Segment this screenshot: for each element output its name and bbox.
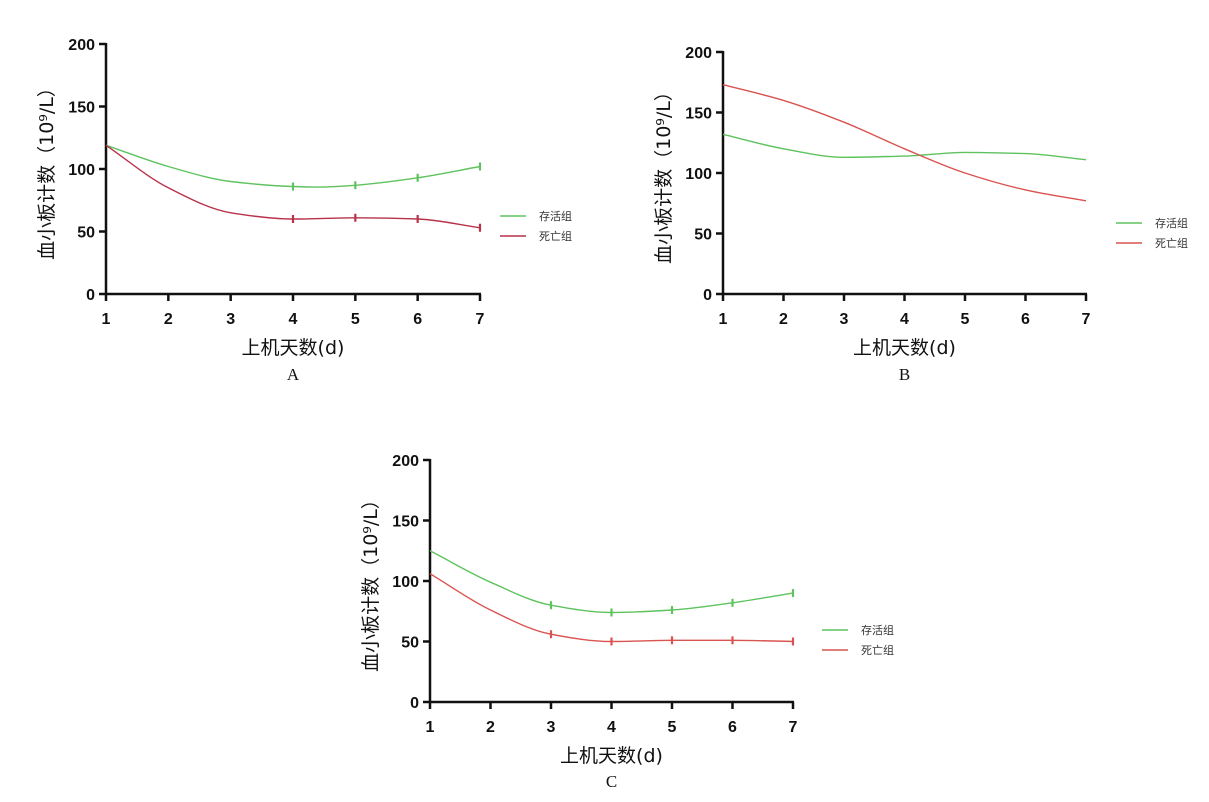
legend-label: 死亡组	[1155, 236, 1188, 250]
y-axis-title: 血小板计数（10⁹/L）	[653, 82, 675, 264]
x-tick-label: 5	[961, 311, 970, 328]
y-tick-label: 150	[685, 106, 712, 123]
y-tick-label: 100	[685, 166, 712, 183]
chart-panel-b: 0 50 100 150 200 1 2 3 4 5 6 7 上机天数(d) 血小板计数（10⁹/L） B 存…	[653, 45, 1188, 384]
x-tick-label: 1	[102, 311, 111, 328]
x-tick-label: 4	[607, 719, 616, 736]
y-tick-label: 50	[77, 225, 95, 242]
x-tick-label: 2	[486, 719, 495, 736]
x-tick-label: 1	[426, 719, 435, 736]
x-axis-title: 上机天数(d)	[853, 337, 956, 359]
series-line-1	[722, 84, 1087, 202]
y-axis-title: 血小板计数（10⁹/L）	[360, 490, 382, 672]
legend-label: 存活组	[861, 623, 894, 637]
y-tick-label: 50	[694, 227, 712, 244]
y-tick-label: 100	[392, 574, 419, 591]
x-tick-label: 3	[547, 719, 556, 736]
panel-letter: C	[606, 772, 617, 791]
x-tick-label: 7	[789, 719, 798, 736]
y-tick-label: 100	[68, 162, 95, 179]
x-tick-label: 3	[840, 311, 849, 328]
y-tick-label: 200	[392, 453, 419, 470]
panel-letter: B	[899, 365, 910, 384]
y-tick-label: 150	[392, 514, 419, 531]
x-axis-title: 上机天数(d)	[242, 337, 345, 359]
x-tick-label: 6	[413, 311, 422, 328]
y-tick-label: 0	[86, 287, 95, 304]
legend-label: 死亡组	[861, 643, 894, 657]
chart-panel-c: 0 50 100 150 200 1 2 3 4 5 6 7 上机天数(d) 血小板计数（10⁹/L） C 存…	[360, 453, 894, 791]
y-axis-title: 血小板计数（10⁹/L）	[36, 78, 58, 260]
series-line-0	[722, 133, 1087, 161]
x-tick-label: 4	[900, 311, 909, 328]
legend-label: 存活组	[539, 209, 572, 223]
x-tick-label: 5	[351, 311, 360, 328]
series-line-1	[429, 573, 794, 643]
x-tick-label: 2	[779, 311, 788, 328]
y-tick-label: 0	[410, 695, 419, 712]
y-tick-label: 200	[68, 37, 95, 54]
chart-panel-a: 0 50 100 150 200 1 2 3 4 5 6 7 上机天数(d) 血小板计数（10⁹/L） A 存…	[36, 37, 572, 384]
legend-label: 死亡组	[539, 229, 572, 243]
x-tick-label: 7	[1082, 311, 1091, 328]
x-axis-title: 上机天数(d)	[560, 745, 663, 767]
x-tick-label: 2	[164, 311, 173, 328]
y-tick-label: 200	[685, 45, 712, 62]
x-tick-label: 1	[719, 311, 728, 328]
series-line-0	[429, 550, 794, 614]
y-tick-label: 0	[703, 287, 712, 304]
y-tick-label: 150	[68, 100, 95, 117]
panel-letter: A	[287, 365, 300, 384]
series-line-0	[105, 144, 481, 188]
x-tick-label: 7	[476, 311, 485, 328]
y-tick-label: 50	[401, 635, 419, 652]
x-tick-label: 3	[226, 311, 235, 328]
x-tick-label: 6	[1021, 311, 1030, 328]
legend-label: 存活组	[1155, 216, 1188, 230]
x-tick-label: 6	[728, 719, 737, 736]
x-tick-label: 4	[289, 311, 298, 328]
x-tick-label: 5	[668, 719, 677, 736]
